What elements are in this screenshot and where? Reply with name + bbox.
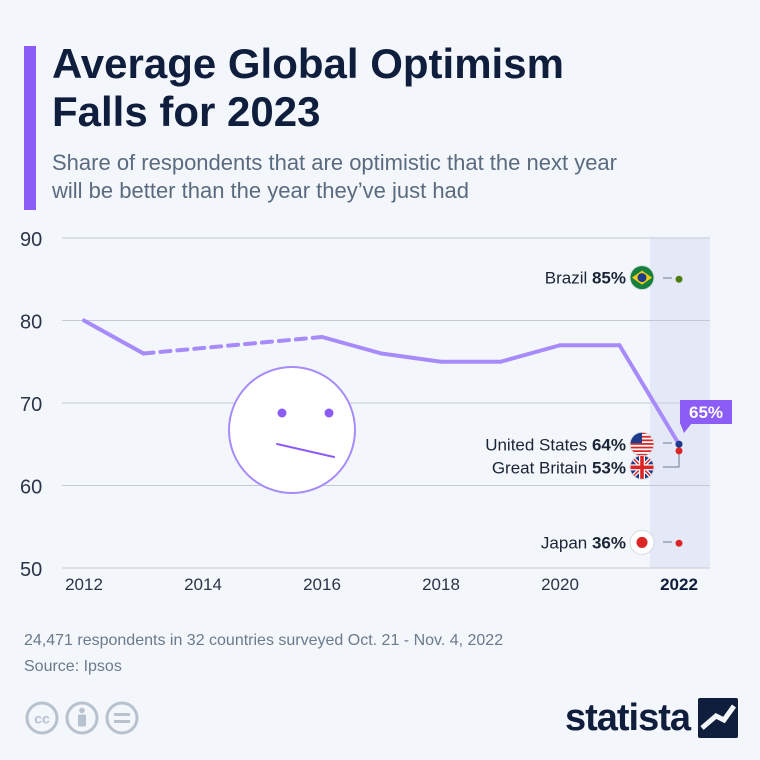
face-eye (324, 408, 334, 418)
title-line-1: Average Global Optimism (52, 40, 564, 87)
page-subtitle: Share of respondents that are optimistic… (52, 149, 742, 205)
subtitle-line-1: Share of respondents that are optimistic… (52, 150, 617, 175)
callout-box (680, 400, 732, 424)
x-tick-label: 2014 (184, 575, 222, 594)
country-label-text: Japan 36% (541, 533, 626, 552)
country-label-great-britain: Great Britain 53% (492, 447, 683, 477)
country-label-japan: Japan 36% (541, 533, 683, 552)
country-label-united-states: United States 64% (485, 435, 683, 454)
face-mouth (276, 443, 335, 458)
page-title: Average Global Optimism Falls for 2023 (52, 40, 732, 136)
title-line-2: Falls for 2023 (52, 88, 321, 135)
country-name: United States (485, 435, 592, 454)
country-label-brazil: Brazil 85% (545, 269, 683, 288)
country-label-text: Great Britain 53% (492, 458, 626, 477)
country-dot (675, 539, 683, 547)
svg-text:cc: cc (34, 711, 50, 727)
series-segment (617, 343, 681, 447)
country-name: Brazil (545, 269, 592, 288)
series-dashed-segment (141, 335, 324, 356)
accent-bar (24, 46, 36, 210)
face-eye (277, 408, 287, 418)
x-tick-label: 2018 (422, 575, 460, 594)
y-tick-label: 60 (20, 477, 42, 499)
country-value: 64% (592, 435, 626, 454)
series-segment (379, 351, 443, 364)
subtitle-line-2: will be better than the year they’ve jus… (52, 178, 470, 203)
statista-logo: statista (565, 696, 738, 740)
callout-label: 65% (689, 403, 723, 422)
y-tick-label: 70 (20, 394, 42, 416)
country-dot (675, 447, 683, 455)
country-dot (675, 275, 683, 283)
respondents-note: 24,471 respondents in 32 countries surve… (24, 632, 504, 649)
country-label-text: Brazil 85% (545, 269, 626, 288)
series-segment (82, 318, 146, 356)
cc-icon: cc (25, 701, 59, 735)
x-tick-label: 2020 (541, 575, 579, 594)
brazil-flag (629, 265, 655, 291)
series-segment (320, 335, 384, 356)
x-tick-label: 2022 (660, 575, 698, 594)
face-outline (228, 366, 356, 494)
y-tick-label: 50 (20, 559, 42, 581)
no-derivatives-icon (105, 701, 139, 735)
leader-line (663, 454, 680, 468)
attribution-icon (65, 701, 99, 735)
country-value: 85% (592, 269, 626, 288)
uk-flag (629, 454, 655, 480)
country-name: Great Britain (492, 458, 592, 477)
x-tick-label: 2016 (303, 575, 341, 594)
source-note: Source: Ipsos (24, 658, 122, 675)
country-name: Japan (541, 533, 592, 552)
brand-name: statista (564, 696, 691, 739)
license-icons: cc (25, 701, 139, 735)
series-segment (498, 343, 562, 364)
us-flag (629, 431, 655, 457)
country-dot (675, 440, 683, 448)
callout-pointer (680, 423, 692, 433)
country-label-text: United States 64% (485, 435, 626, 454)
country-value: 36% (592, 533, 626, 552)
country-value: 53% (592, 458, 626, 477)
statista-mark-icon (698, 698, 738, 738)
footnote: 24,471 respondents in 32 countries surve… (24, 628, 503, 680)
y-tick-label: 90 (20, 229, 42, 251)
x-tick-label: 2012 (65, 575, 103, 594)
y-tick-label: 80 (20, 312, 42, 334)
japan-flag (629, 529, 655, 555)
neutral-face-icon (228, 366, 356, 494)
